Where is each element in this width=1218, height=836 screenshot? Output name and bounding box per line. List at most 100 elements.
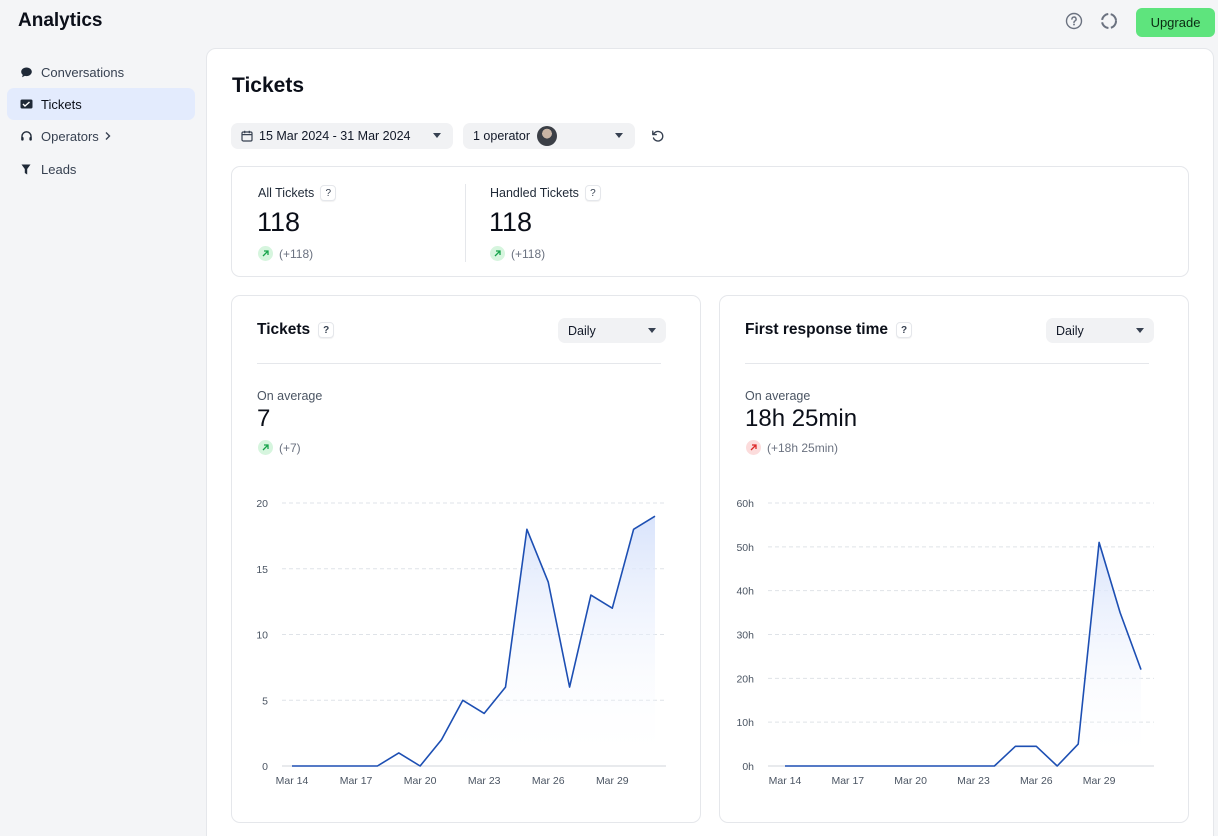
reset-icon[interactable] [650,128,666,144]
help-icon[interactable] [1065,12,1083,30]
date-range-picker[interactable]: 15 Mar 2024 - 31 Mar 2024 [231,123,453,149]
y-tick-label: 30h [736,630,754,642]
x-tick-label: Mar 20 [404,775,437,787]
x-tick-label: Mar 14 [769,775,802,787]
all-tickets-label: All Tickets ? [258,185,337,201]
handled-tickets-value: 118 [489,207,533,237]
data-point[interactable] [482,711,487,716]
data-point[interactable] [1013,744,1018,749]
help-badge-icon[interactable]: ? [318,322,335,338]
y-tick-label: 10h [736,717,754,729]
help-badge-icon[interactable]: ? [320,185,337,201]
delta-text: (+18h 25min) [767,440,839,455]
chevron-down-icon [648,328,656,333]
chevron-down-icon [1136,328,1144,333]
ticket-icon [19,97,33,111]
help-badge-icon[interactable]: ? [584,185,601,201]
page-title: Tickets [232,74,304,97]
help-badge-icon[interactable]: ? [896,322,912,338]
chat-bubble-icon [19,65,33,79]
data-point[interactable] [992,764,997,769]
data-point[interactable] [610,606,615,611]
data-point[interactable] [1118,610,1123,615]
average-value: 18h 25min [745,405,858,432]
x-tick-label: Mar 20 [894,775,927,787]
data-point[interactable] [950,764,955,769]
data-point[interactable] [1034,744,1039,749]
period-select[interactable]: Daily [1046,318,1154,343]
data-point[interactable] [866,764,871,769]
data-point[interactable] [546,579,551,584]
period-select[interactable]: Daily [558,318,666,343]
data-point[interactable] [653,514,658,519]
data-point[interactable] [1076,742,1081,747]
x-tick-label: Mar 26 [1020,775,1053,787]
y-tick-label: 15 [256,564,268,576]
period-value: Daily [1056,323,1084,338]
chart-title-text: First response time [745,321,888,338]
x-tick-label: Mar 29 [596,775,629,787]
stat-label-text: All Tickets [258,186,315,200]
data-point[interactable] [783,764,788,769]
data-point[interactable] [887,764,892,769]
sidebar-item-label: Operators [41,128,99,144]
data-point[interactable] [845,764,850,769]
average-delta: (+18h 25min) [746,440,838,455]
data-point[interactable] [908,764,913,769]
data-point[interactable] [1055,764,1060,769]
data-point[interactable] [1139,667,1144,672]
data-point[interactable] [332,764,337,769]
chevron-right-icon [104,131,112,141]
upgrade-button[interactable]: Upgrade [1136,8,1215,37]
loading-spinner-icon[interactable] [1100,12,1118,30]
data-point[interactable] [439,737,444,742]
y-tick-label: 60h [736,498,754,510]
chart-title: Tickets ? [257,321,335,339]
data-point[interactable] [460,698,465,703]
chart-title: First response time ? [745,321,912,339]
sidebar-item-leads[interactable]: Leads [7,153,195,185]
data-point[interactable] [971,764,976,769]
sidebar-item-operators[interactable]: Operators [7,120,195,152]
app-title: Analytics [18,10,103,31]
data-point[interactable] [631,527,636,532]
data-point[interactable] [375,764,380,769]
average-delta: (+7) [258,440,301,455]
series-line [785,541,1142,767]
top-bar: Analytics Upgrade [0,0,1218,44]
calendar-icon [241,130,253,142]
data-point[interactable] [290,764,295,769]
operator-filter[interactable]: 1 operator [463,123,635,149]
average-label: On average [745,389,811,403]
sidebar-item-label: Conversations [41,64,125,80]
trend-up-icon [258,246,273,261]
sidebar-item-conversations[interactable]: Conversations [7,56,195,88]
data-point[interactable] [803,764,808,769]
data-point[interactable] [524,527,529,532]
stat-label-text: Handled Tickets [490,186,579,200]
divider [745,363,1149,364]
x-tick-label: Mar 29 [1083,775,1116,787]
data-point[interactable] [1097,540,1102,545]
data-point[interactable] [824,764,829,769]
delta-text: (+118) [511,246,546,261]
delta-text: (+7) [279,440,301,455]
sidebar-item-tickets[interactable]: Tickets [7,88,195,120]
data-point[interactable] [311,764,316,769]
chevron-down-icon [433,133,441,138]
data-point[interactable] [418,764,423,769]
trend-up-icon [746,440,761,455]
data-point[interactable] [567,685,572,690]
data-point[interactable] [929,764,934,769]
divider [465,184,466,262]
trend-up-icon [490,246,505,261]
data-point[interactable] [503,685,508,690]
data-point[interactable] [588,593,593,598]
data-point[interactable] [396,750,401,755]
y-tick-label: 0 [262,761,268,773]
y-tick-label: 40h [736,586,754,598]
average-label: On average [257,389,323,403]
all-tickets-value: 118 [257,207,301,237]
data-point[interactable] [354,764,359,769]
series-line [292,515,656,767]
